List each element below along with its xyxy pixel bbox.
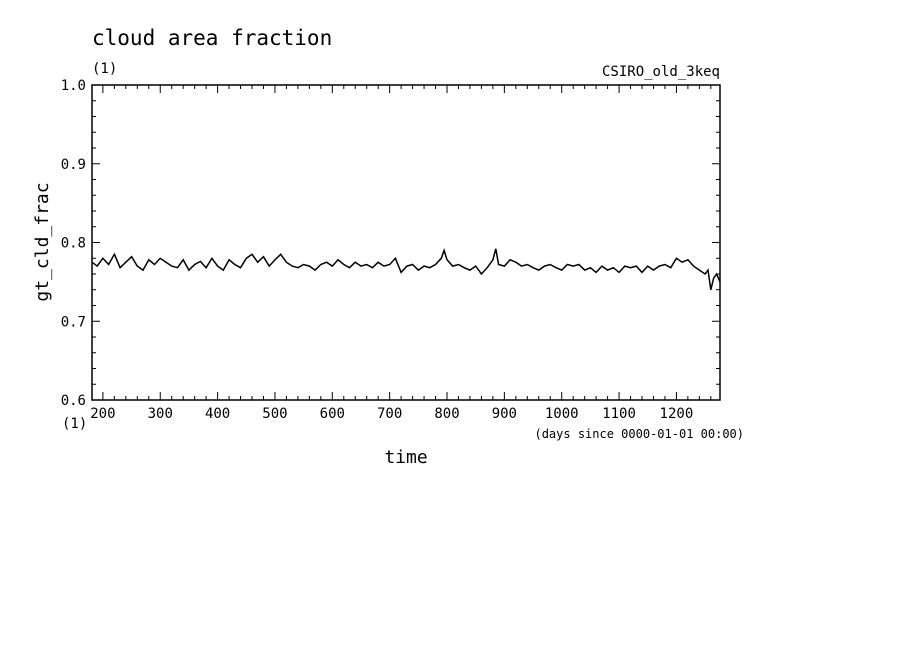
x-tick-label: 500 (262, 406, 287, 422)
y-tick-label: 0.9 (61, 157, 86, 173)
y-tick-labels: 0.6 0.7 0.8 0.9 1.0 (61, 78, 86, 409)
y-tick-label: 0.6 (61, 393, 86, 409)
x-tick-label: 400 (205, 406, 230, 422)
y-tick-label: 0.7 (61, 314, 86, 330)
x-tick-label: 600 (320, 406, 345, 422)
x-tick-label: 700 (377, 406, 402, 422)
plot-frame (91, 84, 721, 401)
y-tick-label: 0.8 (61, 236, 86, 252)
tick-marks (92, 84, 720, 401)
x-axis-label: time (384, 447, 427, 468)
title-units: (1) (92, 61, 117, 77)
x-tick-label: 200 (90, 406, 115, 422)
x-tick-label: 300 (148, 406, 173, 422)
y-tick-label: 1.0 (61, 78, 86, 94)
x-tick-label: 1200 (660, 406, 694, 422)
series-line (91, 248, 721, 290)
dataset-label: CSIRO_old_3keq (602, 64, 720, 80)
x-tick-label: 900 (492, 406, 517, 422)
y-units-label: (1) (62, 416, 87, 432)
x-tick-label: 800 (434, 406, 459, 422)
x-units-note: (days since 0000-01-01 00:00) (534, 427, 744, 441)
y-axis-label: gt_cld_frac (32, 182, 53, 301)
chart-title: cloud area fraction (92, 26, 332, 50)
x-tick-label: 1100 (602, 406, 636, 422)
x-tick-label: 1000 (545, 406, 579, 422)
x-tick-labels: 200 300 400 500 600 700 800 900 1000 1100 1200 (90, 406, 693, 422)
